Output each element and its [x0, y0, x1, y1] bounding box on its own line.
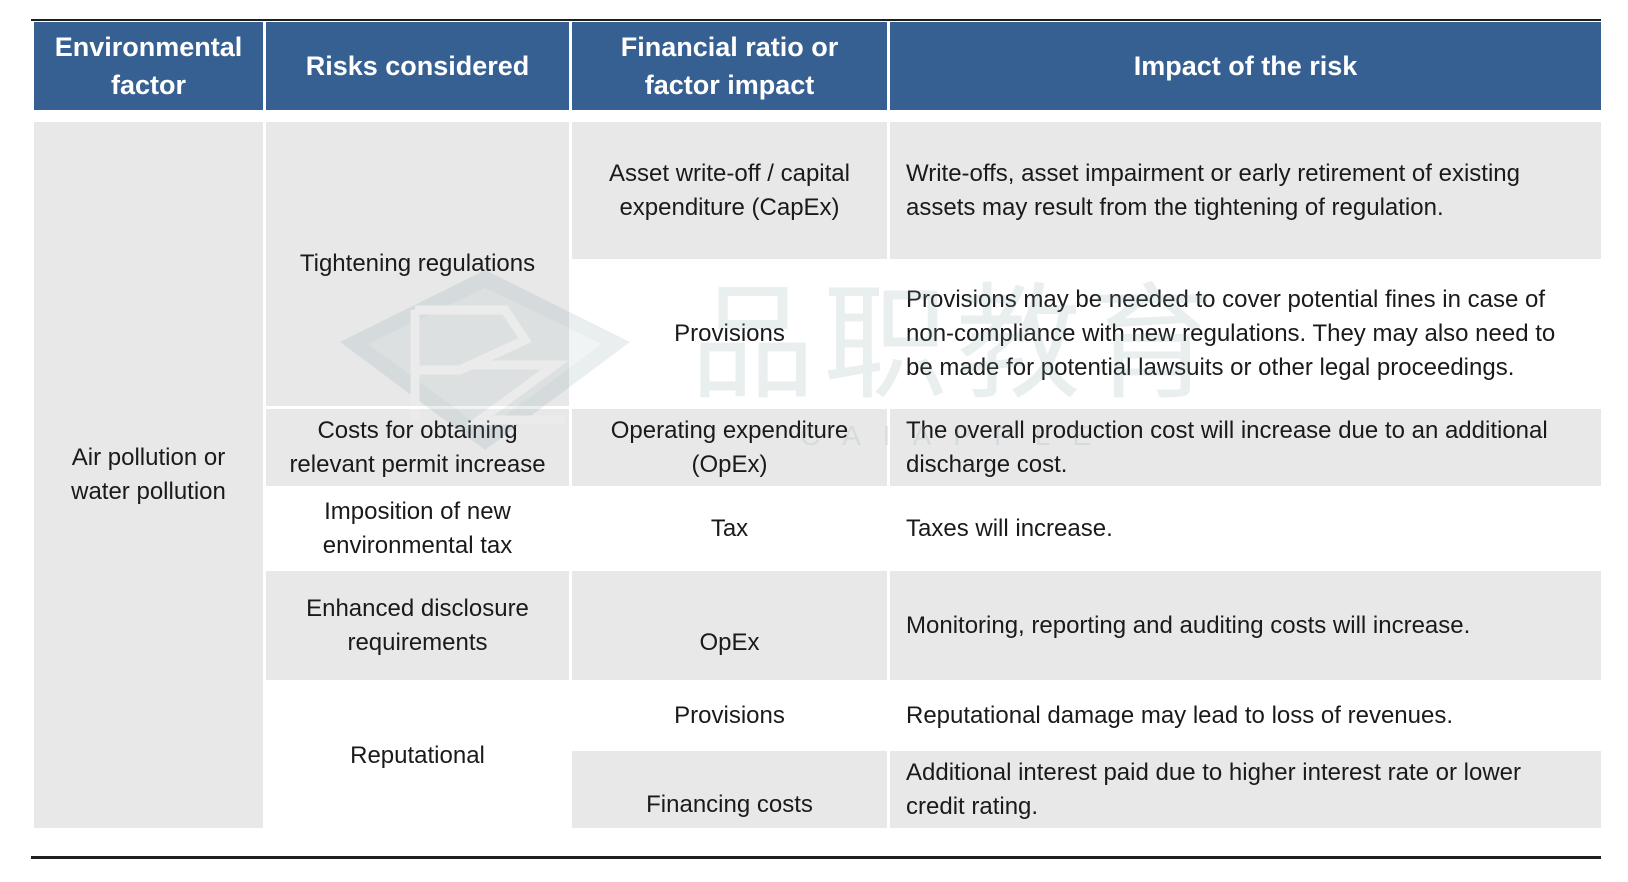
impact-reputational-revenue: Reputational damage may lead to loss of …	[887, 680, 1604, 751]
ratio-capex: Asset write-off / capital expenditure (C…	[569, 119, 890, 262]
header-gap	[32, 111, 1603, 121]
impact-financing-costs: Additional interest paid due to higher i…	[887, 748, 1604, 831]
table-row: Imposition of new environmental tax Tax …	[33, 486, 1604, 571]
table-row: Reputational Provisions Reputational dam…	[33, 680, 1604, 831]
ratio-opex: OpEx	[569, 568, 890, 683]
ratio-financing-costs: Financing costs	[569, 748, 890, 831]
risk-environmental-tax: Imposition of new environmental tax	[263, 486, 572, 571]
risk-permit-costs: Costs for obtaining relevant permit incr…	[263, 406, 572, 489]
ratio-tax: Tax	[569, 486, 890, 571]
impact-opex-full: The overall production cost will increas…	[887, 406, 1604, 489]
ratio-provisions-reputational: Provisions	[569, 680, 890, 751]
table-row: Provisions Provisions may be needed to c…	[33, 259, 1604, 409]
risk-table-container: Environmental factor Risks considered Fi…	[31, 19, 1604, 831]
risk-reputational: Reputational	[263, 680, 572, 831]
impact-tax: Taxes will increase.	[887, 486, 1604, 571]
header-risks-considered: Risks considered	[263, 19, 572, 113]
impact-capex: Write-offs, asset impairment or early re…	[887, 119, 1604, 262]
ratio-opex-full: Operating expenditure (OpEx)	[569, 406, 890, 489]
ratio-provisions: Provisions	[569, 259, 890, 409]
header-financial-ratio: Financial ratio or factor impact	[569, 19, 890, 113]
table-header-row: Environmental factor Risks considered Fi…	[31, 19, 1604, 113]
table-row: Enhanced disclosure requirements OpEx Mo…	[33, 568, 1604, 683]
table-row: Financing costs Additional interest paid…	[33, 748, 1604, 831]
risk-enhanced-disclosure: Enhanced disclosure requirements	[263, 568, 572, 683]
impact-opex: Monitoring, reporting and auditing costs…	[887, 568, 1604, 683]
risk-table: Environmental factor Risks considered Fi…	[31, 19, 1604, 831]
table-bottom-rule	[31, 856, 1601, 859]
risk-tightening-regulations: Tightening regulations	[263, 119, 572, 409]
factor-cell: Air pollution or water pollution	[31, 119, 266, 831]
header-impact-of-risk: Impact of the risk	[887, 19, 1604, 113]
impact-provisions: Provisions may be needed to cover potent…	[887, 259, 1604, 409]
table-top-rule	[31, 19, 1601, 21]
table-row: Air pollution or water pollution Tighten…	[31, 119, 1604, 831]
table-row: Costs for obtaining relevant permit incr…	[33, 406, 1604, 489]
header-environmental-factor: Environmental factor	[31, 19, 266, 113]
